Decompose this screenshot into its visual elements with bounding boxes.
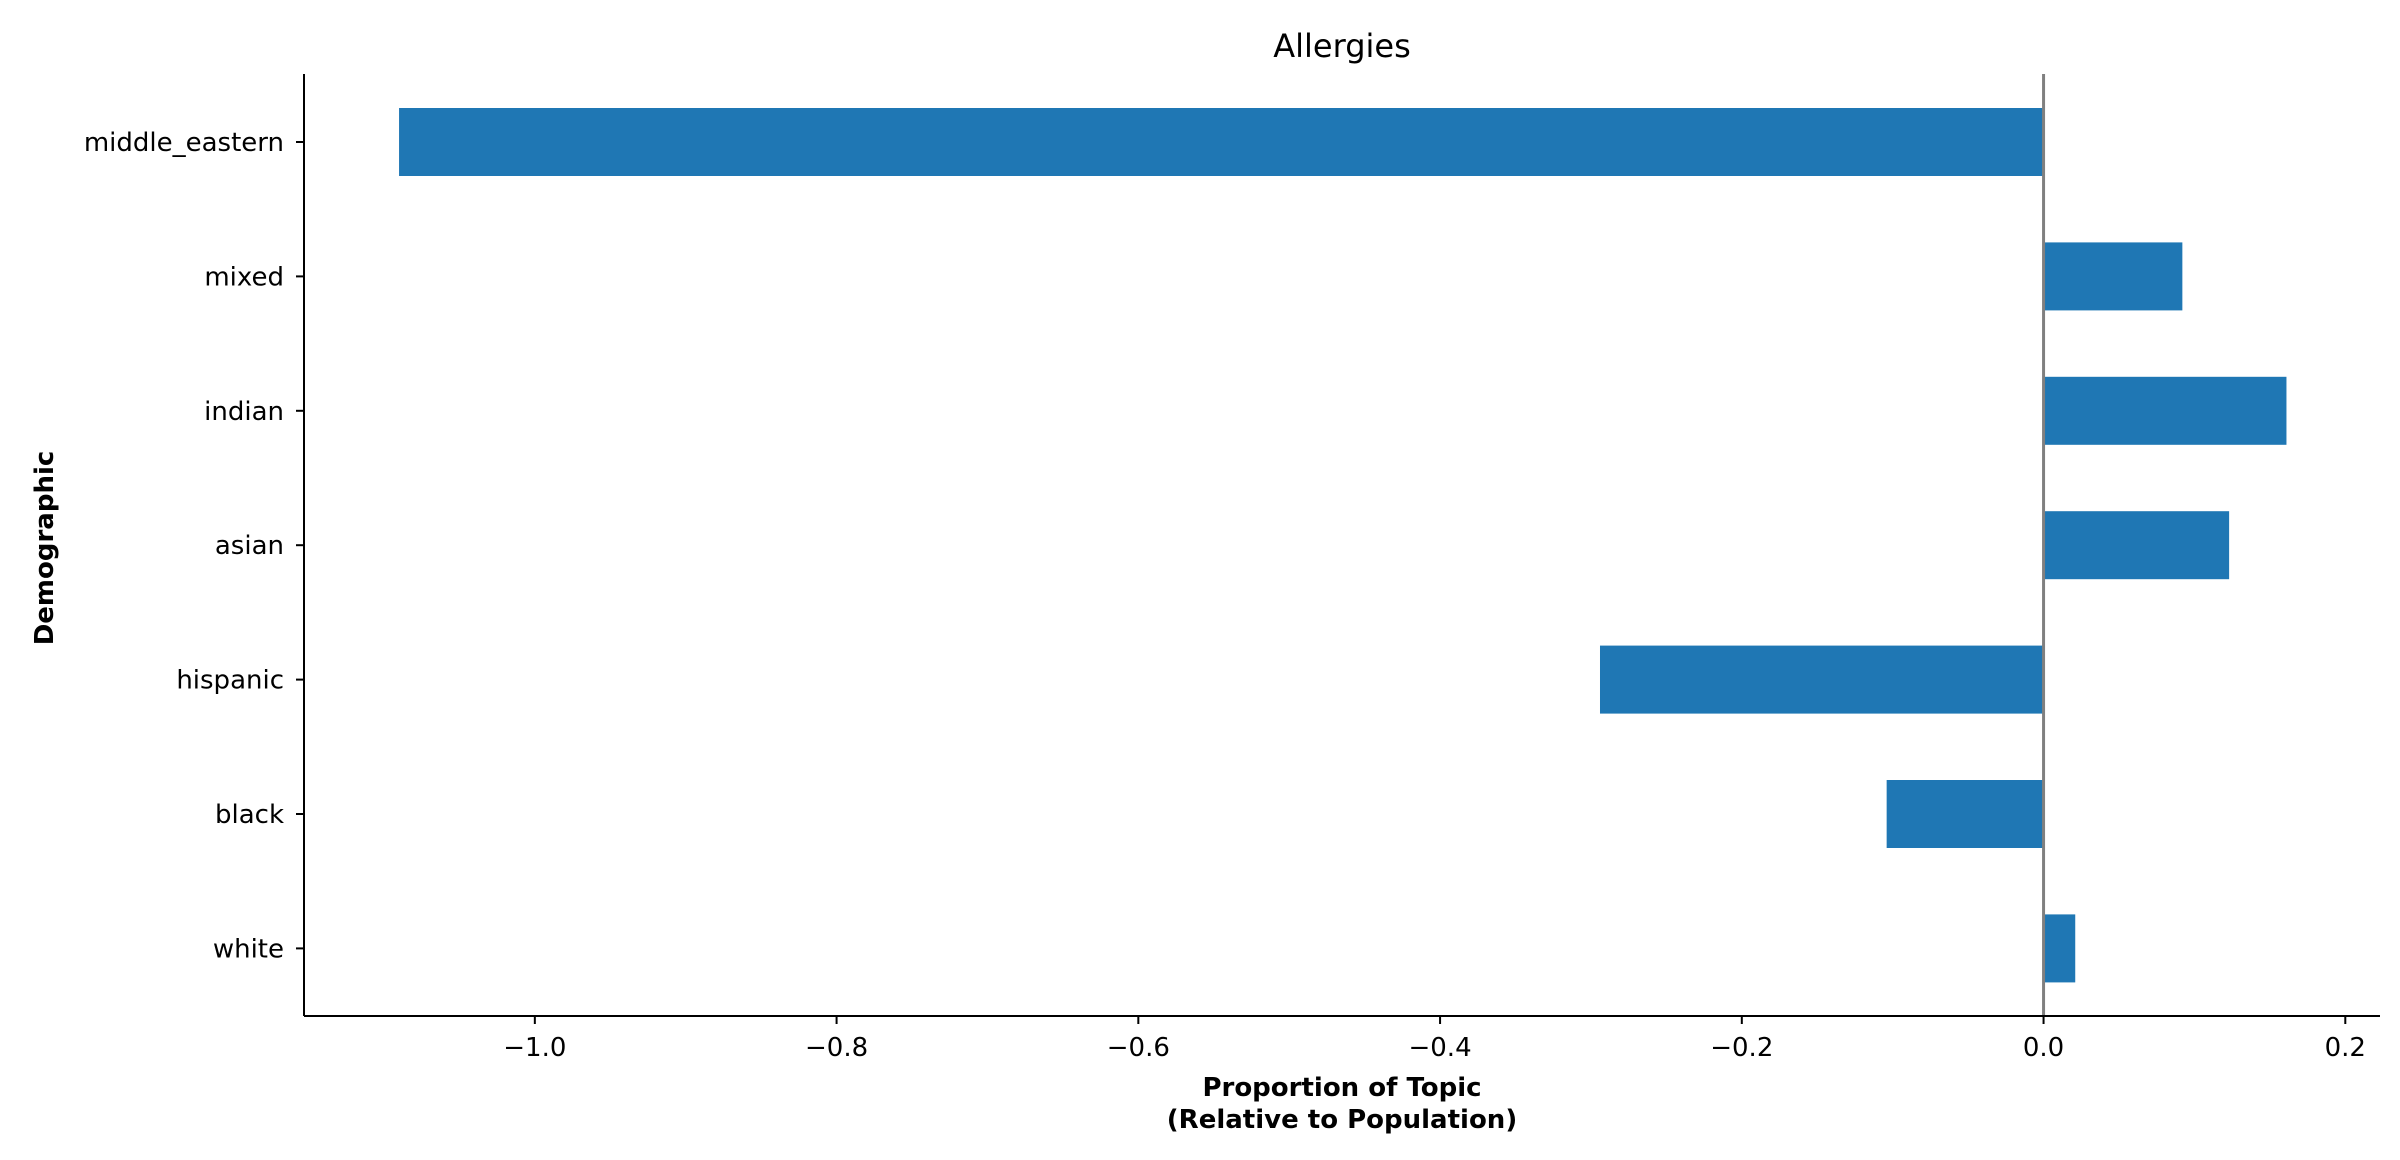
y-tick-label-mixed: mixed [204,262,284,292]
x-ticks: −1.0 −0.8 −0.6 −0.4 −0.2 0.0 0.2 [503,1016,2366,1063]
y-tick-label-indian: indian [204,397,284,427]
x-tick-label: −0.2 [1710,1033,1773,1063]
x-tick-label: 0.0 [2023,1033,2064,1063]
y-tick-label-middle_eastern: middle_eastern [84,128,284,158]
x-tick-label: 0.2 [2325,1033,2366,1063]
x-tick-label: −0.6 [1107,1033,1170,1063]
y-tick-label-asian: asian [215,531,284,561]
bar-white [2043,914,2076,983]
x-axis-label: Proportion of Topic [1202,1073,1481,1103]
y-tick-label-hispanic: hispanic [176,666,284,696]
bar-asian [2043,511,2230,580]
bars [399,108,2287,983]
x-tick-label: −1.0 [503,1033,566,1063]
x-tick-label: −0.4 [1408,1033,1471,1063]
y-tick-label-black: black [215,800,284,830]
y-tick-label-white: white [213,934,284,964]
x-axis-label-sub: (Relative to Population) [1167,1105,1517,1135]
bar-mixed [2043,242,2183,311]
chart-title: Allergies [1273,27,1411,65]
bar-middle_eastern [399,108,2044,176]
bar-indian [2043,376,2287,445]
y-axis-label: Demographic [30,451,60,646]
bar-black [1886,780,2044,848]
x-tick-label: −0.8 [805,1033,868,1063]
bar-hispanic [1599,645,2044,714]
